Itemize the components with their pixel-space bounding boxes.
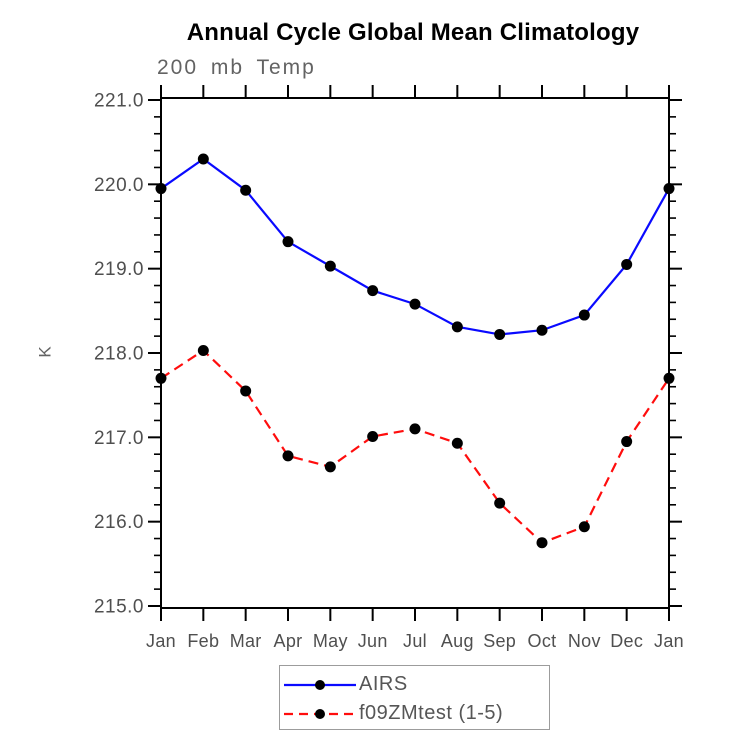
data-point-marker-airs: [578, 309, 590, 321]
data-point-marker-airs: [324, 260, 336, 272]
x-tick-label: Jan: [146, 631, 176, 651]
data-point-marker-airs: [536, 324, 548, 336]
plot-frame: [160, 97, 670, 609]
data-point-marker-airs: [494, 328, 506, 340]
chart-subtitle: 200 mb Temp: [157, 56, 316, 79]
legend-marker-airs: [315, 679, 325, 690]
legend-sample-airs: [284, 679, 356, 690]
data-point-marker-f09zmtest-1-5: [367, 430, 379, 442]
x-tick-label: Mar: [230, 631, 262, 651]
series-line-f09zmtest-1-5: [160, 349, 670, 545]
data-point-marker-airs: [197, 153, 209, 165]
x-tick-label: Jan: [654, 631, 684, 651]
data-point-marker-f09zmtest-1-5: [536, 537, 548, 549]
data-point-marker-airs: [451, 321, 463, 333]
x-tick-label: Apr: [274, 631, 303, 651]
data-point-marker-f09zmtest-1-5: [409, 423, 421, 435]
data-point-marker-airs: [240, 184, 252, 196]
legend-marker-f09zmtest-1-5: [315, 708, 325, 719]
x-tick-label: Feb: [187, 631, 219, 651]
data-point-marker-airs: [367, 285, 379, 297]
y-tick-label: 217.0: [94, 428, 144, 449]
data-point-marker-airs: [663, 183, 675, 195]
y-tick-label: 215.0: [94, 597, 144, 618]
x-tick-label: May: [313, 631, 348, 651]
data-point-marker-f09zmtest-1-5: [155, 372, 167, 384]
data-point-marker-airs: [282, 236, 294, 248]
legend-label-f09zmtest-1-5: f09ZMtest (1-5): [359, 702, 504, 724]
y-tick-label: 221.0: [94, 91, 144, 112]
data-point-marker-f09zmtest-1-5: [282, 450, 294, 462]
data-point-marker-f09zmtest-1-5: [451, 437, 463, 449]
y-tick-label: 218.0: [94, 344, 144, 365]
legend-sample-f09zmtest-1-5: [284, 708, 356, 719]
x-tick-label: Sep: [483, 631, 516, 651]
chart-title: Annual Cycle Global Mean Climatology: [186, 19, 640, 46]
data-point-marker-f09zmtest-1-5: [578, 521, 590, 533]
data-point-marker-f09zmtest-1-5: [240, 385, 252, 397]
legend-label-airs: AIRS: [359, 673, 408, 695]
x-tick-label: Jun: [358, 631, 388, 651]
data-point-marker-f09zmtest-1-5: [197, 344, 209, 356]
data-point-marker-f09zmtest-1-5: [663, 372, 675, 384]
data-point-marker-f09zmtest-1-5: [494, 497, 506, 509]
data-point-marker-airs: [155, 183, 167, 195]
data-point-marker-airs: [621, 258, 633, 270]
x-tick-label: Jul: [403, 631, 427, 651]
legend-item-airs: AIRS: [283, 670, 549, 699]
data-point-marker-airs: [409, 298, 421, 310]
y-tick-label: 219.0: [94, 259, 144, 280]
legend-item-f09zmtest-1-5: f09ZMtest (1-5): [283, 699, 549, 728]
data-point-marker-f09zmtest-1-5: [621, 436, 633, 448]
x-tick-label: Aug: [441, 631, 474, 651]
x-tick-label: Dec: [610, 631, 643, 651]
y-tick-label: 220.0: [94, 175, 144, 196]
y-tick-label: 216.0: [94, 512, 144, 533]
legend-box: AIRS f09ZMtest (1-5): [279, 665, 550, 730]
data-point-marker-f09zmtest-1-5: [324, 461, 336, 473]
x-tick-label: Oct: [528, 631, 557, 651]
x-tick-label: Nov: [568, 631, 601, 651]
